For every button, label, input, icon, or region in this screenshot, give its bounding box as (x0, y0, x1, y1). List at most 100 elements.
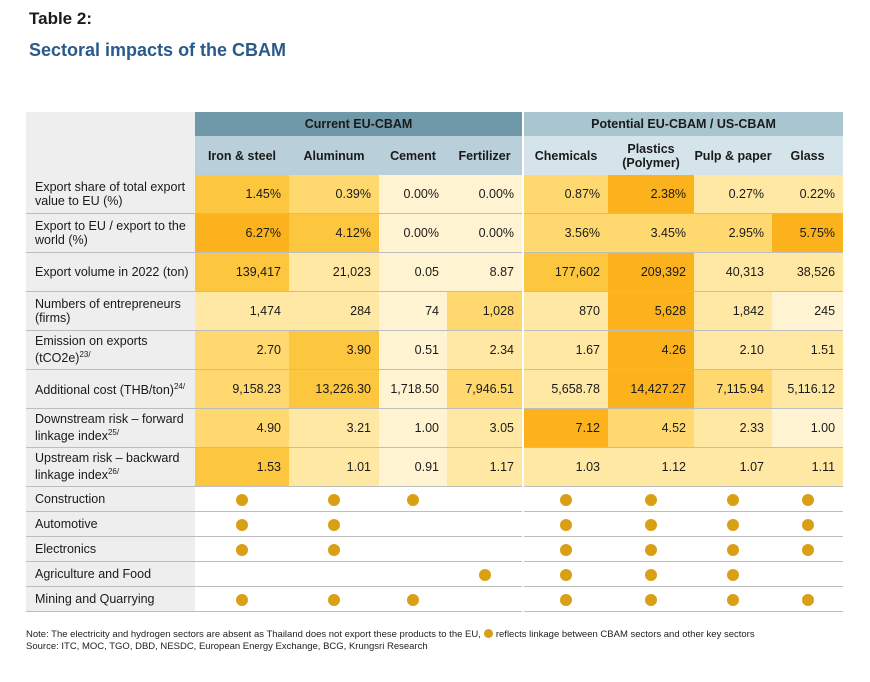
linkage-dot-icon (407, 593, 419, 606)
linkage-dot-icon (801, 518, 814, 531)
linkage-cell (289, 486, 379, 512)
linkage-cell (447, 586, 524, 612)
linkage-cell (522, 536, 609, 562)
linkage-dot-icon (328, 518, 340, 531)
table-cell: 3.05 (447, 408, 524, 448)
row-label-text: Export volume in 2022 (ton) (35, 265, 189, 279)
table-cell: 245 (772, 291, 844, 331)
sector-label: Construction (26, 486, 195, 512)
table-title: Sectoral impacts of the CBAM (29, 40, 287, 60)
table-cell: 0.22% (772, 175, 844, 214)
linkage-dot-icon (727, 493, 740, 506)
row-label: Export to EU / export to the world (%) (26, 213, 195, 253)
row-label: Numbers of entrepreneurs (firms) (26, 291, 195, 331)
table-row: Additional cost (THB/ton)24/9,158.23 13,2… (26, 369, 844, 409)
table-cell: 2.33 (694, 408, 773, 448)
linkage-dot-icon (560, 493, 573, 506)
row-label-text: Downstream risk – forward linkage index (35, 412, 184, 444)
table-cell: 0.87% (522, 175, 609, 214)
table-cell: 4.90 (195, 408, 289, 448)
column-header: Fertilizer (447, 136, 524, 175)
table-cell: 1.01 (289, 447, 379, 487)
table-cell: 3.45% (608, 213, 695, 253)
linkage-dot-icon (645, 493, 658, 506)
linkage-cell (608, 586, 695, 612)
linkage-cell (447, 486, 524, 512)
row-label-text: Emission on exports (tCO2e) (35, 334, 148, 366)
table-row: Upstream risk – backward linkage index26… (26, 447, 844, 487)
linkage-cell (379, 586, 447, 612)
linkage-dot-icon (236, 593, 248, 606)
table-cell: 5,116.12 (772, 369, 844, 409)
linkage-cell (608, 511, 695, 537)
table-cell: 1.67 (522, 330, 609, 370)
row-label: Export share of total export value to EU… (26, 175, 195, 214)
table-cell: 2.34 (447, 330, 524, 370)
linkage-cell (694, 586, 773, 612)
table-cell: 6.27% (195, 213, 289, 253)
linkage-cell (772, 511, 844, 537)
linkage-cell (289, 586, 379, 612)
table-cell: 1.45% (195, 175, 289, 214)
table-cell: 5,658.78 (522, 369, 609, 409)
table-cell: 177,602 (522, 252, 609, 292)
table-cell: 0.00% (447, 213, 524, 253)
footnote-ref: 24/ (173, 382, 186, 392)
table-cell: 2.38% (608, 175, 695, 214)
corner-cell (26, 112, 195, 175)
linkage-dot-icon (560, 593, 573, 606)
column-header: Plastics (Polymer) (608, 136, 695, 175)
linkage-cell (195, 561, 289, 587)
linkage-cell (195, 511, 289, 537)
linkage-cell (447, 536, 524, 562)
linkage-dot-icon (727, 593, 740, 606)
table-cell: 1.03 (522, 447, 609, 487)
table-cell: 5.75% (772, 213, 844, 253)
column-header: Cement (379, 136, 447, 175)
table-cell: 0.00% (379, 175, 447, 214)
linkage-dot-icon (236, 543, 248, 556)
note-text-2: reflects linkage between CBAM sectors an… (495, 629, 755, 640)
linkage-dot-icon (801, 543, 814, 556)
linkage-cell (195, 586, 289, 612)
table-cell: 2.70 (195, 330, 289, 370)
sector-row: Agriculture and Food (26, 561, 844, 587)
table-cell: 4.26 (608, 330, 695, 370)
cbam-table: Current EU-CBAM Potential EU-CBAM / US-CB… (26, 112, 844, 612)
table-cell: 1.12 (608, 447, 695, 487)
row-label: Additional cost (THB/ton)24/ (26, 369, 195, 409)
table-cell: 1,474 (195, 291, 289, 331)
table-cell: 209,392 (608, 252, 695, 292)
table-cell: 2.10 (694, 330, 773, 370)
linkage-dot-icon (478, 568, 491, 581)
row-label-text: Additional cost (THB/ton) (35, 383, 174, 398)
table-cell: 38,526 (772, 252, 844, 292)
linkage-dot-icon (727, 518, 740, 531)
linkage-cell (608, 536, 695, 562)
linkage-cell (694, 486, 773, 512)
table-cell: 0.51 (379, 330, 447, 370)
linkage-cell (195, 486, 289, 512)
column-header: Aluminum (289, 136, 379, 175)
linkage-cell (522, 486, 609, 512)
table-cell: 1.53 (195, 447, 289, 487)
linkage-dot-icon (328, 493, 340, 506)
table-cell: 0.05 (379, 252, 447, 292)
sector-label: Mining and Quarrying (26, 586, 195, 612)
table-row: Export volume in 2022 (ton) 139,417 21,023… (26, 252, 844, 292)
table-cell: 21,023 (289, 252, 379, 292)
table-cell: 139,417 (195, 252, 289, 292)
table-cell: 1.07 (694, 447, 773, 487)
sector-label: Automotive (26, 511, 195, 537)
linkage-dot-icon (236, 518, 248, 531)
linkage-dot-icon (407, 493, 419, 506)
table-cell: 0.91 (379, 447, 447, 487)
footnote: Note: The electricity and hydrogen secto… (26, 629, 755, 653)
row-label-text: Export to EU / export to the world (%) (35, 219, 186, 247)
table-row: Downstream risk – forward linkage index 2… (26, 408, 844, 448)
linkage-cell (522, 561, 609, 587)
linkage-dot-icon (328, 543, 340, 556)
table-cell: 14,427.27 (608, 369, 695, 409)
linkage-dot-icon (727, 543, 740, 556)
column-header: Glass (772, 136, 844, 175)
